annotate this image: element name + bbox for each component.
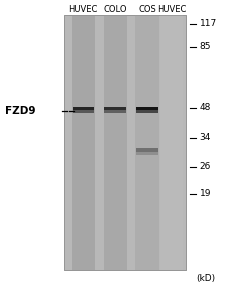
Bar [104, 106, 126, 112]
Bar [136, 106, 158, 112]
Text: COS: COS [138, 4, 156, 14]
Bar [73, 106, 94, 112]
Text: COLO: COLO [103, 4, 127, 14]
Text: 19: 19 [200, 189, 211, 198]
Bar [136, 107, 158, 110]
Text: (kD): (kD) [196, 274, 215, 284]
Text: 48: 48 [200, 103, 211, 112]
Text: HUVEC: HUVEC [157, 4, 186, 14]
Bar [103, 15, 127, 270]
Bar [64, 15, 186, 270]
Bar [136, 148, 158, 155]
Bar [72, 15, 95, 270]
Text: HUVEC: HUVEC [69, 4, 98, 14]
Text: 26: 26 [200, 162, 211, 171]
Text: 117: 117 [200, 20, 217, 28]
Text: 85: 85 [200, 42, 211, 51]
Text: FZD9: FZD9 [5, 106, 35, 116]
Bar [160, 15, 183, 270]
Bar [135, 15, 159, 270]
Bar [73, 107, 94, 110]
Text: 34: 34 [200, 134, 211, 142]
Bar [104, 107, 126, 110]
Bar [136, 148, 158, 152]
Bar [64, 15, 186, 270]
